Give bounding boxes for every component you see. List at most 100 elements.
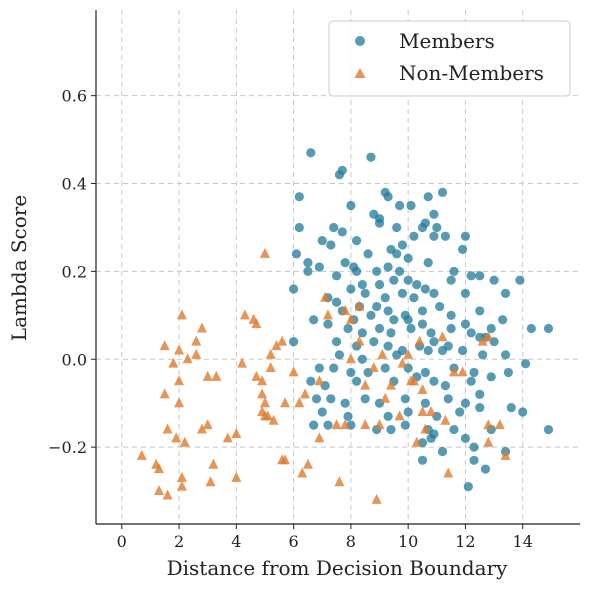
- member-point: [409, 293, 419, 303]
- member-point: [309, 420, 319, 430]
- member-point: [386, 328, 396, 338]
- non-member-point: [440, 414, 451, 425]
- member-point: [389, 315, 399, 325]
- member-point: [306, 376, 316, 386]
- member-point: [289, 337, 299, 347]
- member-point: [403, 315, 413, 325]
- member-point: [372, 301, 382, 312]
- member-point: [500, 350, 511, 360]
- legend-label-members: Members: [399, 29, 495, 53]
- member-point: [334, 350, 345, 360]
- member-point: [520, 359, 531, 369]
- non-member-point: [259, 247, 270, 258]
- member-point: [420, 284, 430, 294]
- member-point: [446, 310, 456, 320]
- non-member-point: [237, 357, 248, 368]
- member-point: [406, 323, 416, 334]
- member-point: [437, 187, 448, 197]
- non-member-point: [211, 370, 222, 381]
- non-member-point: [443, 467, 454, 478]
- member-point: [417, 455, 428, 465]
- member-point: [500, 288, 511, 298]
- non-member-point: [154, 485, 165, 496]
- member-point: [420, 398, 430, 408]
- member-point: [326, 240, 336, 250]
- member-point: [412, 279, 422, 290]
- non-member-point: [403, 348, 414, 359]
- non-member-point: [262, 410, 273, 421]
- non-member-point: [448, 366, 459, 377]
- member-point: [343, 323, 353, 334]
- member-point: [369, 337, 379, 347]
- non-member-point: [280, 397, 291, 408]
- x-tick-label: 12: [455, 532, 475, 551]
- member-point: [374, 279, 385, 290]
- x-tick-label: 10: [398, 532, 418, 551]
- member-point: [543, 424, 554, 435]
- non-member-point: [500, 449, 511, 460]
- points-layer: [136, 148, 554, 504]
- non-member-point: [205, 476, 216, 487]
- member-point: [303, 258, 313, 268]
- member-point: [403, 407, 413, 417]
- non-member-point: [426, 405, 437, 416]
- member-point: [329, 222, 339, 233]
- member-point: [423, 345, 433, 356]
- non-member-point: [174, 375, 185, 386]
- x-axis-label: Distance from Decision Boundary: [167, 556, 508, 580]
- member-point: [460, 288, 471, 298]
- member-point: [311, 394, 322, 404]
- non-member-point: [231, 427, 242, 438]
- legend-box: [328, 20, 571, 97]
- non-member-point: [377, 348, 388, 359]
- non-member-point: [159, 388, 170, 399]
- member-point: [374, 218, 385, 228]
- member-point: [397, 240, 408, 250]
- member-point: [314, 363, 324, 373]
- member-point: [346, 367, 356, 378]
- non-member-point: [196, 423, 207, 434]
- member-point: [457, 345, 468, 356]
- non-member-point: [176, 309, 187, 320]
- non-member-point: [345, 353, 356, 364]
- member-point: [446, 275, 456, 285]
- non-member-point: [174, 397, 185, 408]
- non-member-point: [368, 362, 379, 373]
- y-axis-label: Lambda Score: [7, 195, 31, 341]
- non-member-point: [320, 291, 331, 302]
- member-point: [449, 266, 459, 276]
- non-member-point: [191, 335, 202, 346]
- non-member-point: [345, 313, 356, 324]
- x-tick-label: 2: [174, 532, 184, 551]
- legend-marker-non-members: [354, 68, 366, 78]
- member-point: [403, 275, 413, 285]
- non-member-point: [257, 375, 268, 386]
- non-member-point: [334, 476, 345, 487]
- member-point: [383, 411, 393, 421]
- member-point: [429, 376, 439, 386]
- member-point: [394, 266, 405, 276]
- non-member-point: [196, 322, 207, 333]
- non-member-point: [340, 304, 351, 315]
- member-point: [357, 279, 367, 290]
- member-point: [475, 271, 485, 281]
- non-member-point: [239, 309, 250, 320]
- non-member-point: [294, 397, 305, 408]
- member-point: [392, 249, 402, 259]
- member-point: [460, 319, 471, 329]
- member-point: [429, 288, 439, 298]
- non-member-point: [271, 340, 282, 351]
- non-member-point: [354, 300, 365, 311]
- non-member-point: [162, 423, 173, 434]
- y-tick-label: 0.0: [62, 350, 87, 369]
- non-member-point: [483, 331, 494, 342]
- member-point: [489, 275, 499, 285]
- member-point: [334, 170, 345, 180]
- member-point: [289, 284, 299, 294]
- non-member-point: [420, 423, 431, 434]
- member-point: [475, 402, 485, 413]
- member-point: [466, 376, 476, 386]
- member-point: [392, 350, 402, 360]
- non-member-point: [176, 480, 187, 491]
- non-member-point: [300, 388, 311, 399]
